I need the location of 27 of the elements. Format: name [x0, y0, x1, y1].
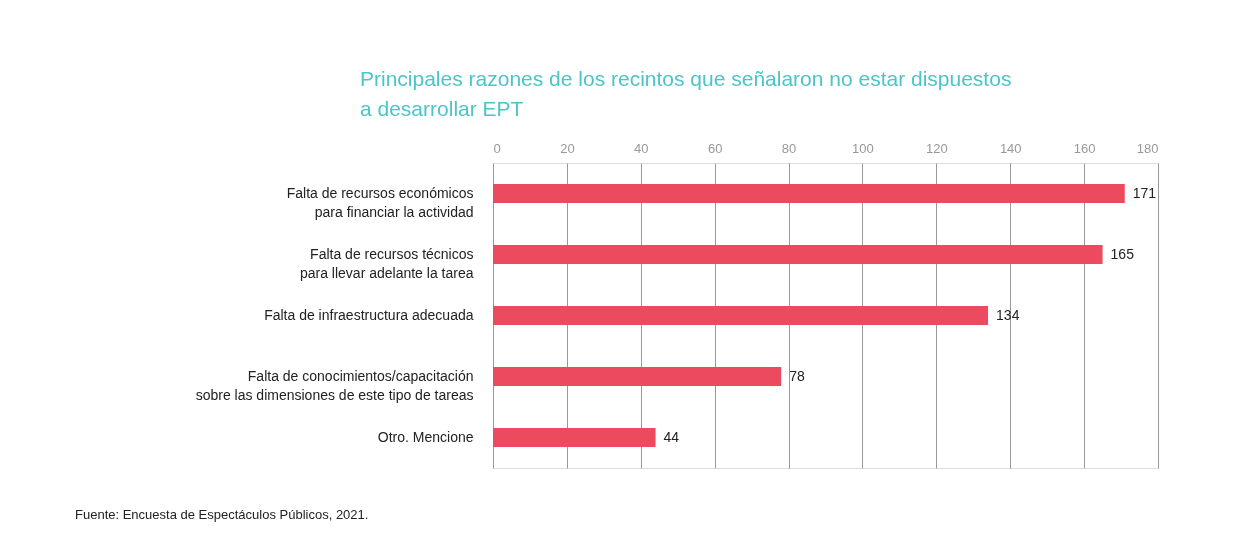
x-tick-label: 160 [1073, 140, 1096, 156]
x-tick-label: 120 [925, 140, 948, 156]
y-tick-label: Falta de recursos económicos para financiar la actividad [286, 184, 474, 220]
data-label: 165 [1110, 245, 1135, 262]
bar [493, 245, 1103, 264]
bar [493, 306, 989, 325]
y-tick-label: Falta de infraestructura adecuada [264, 306, 474, 323]
data-label: 78 [789, 367, 805, 384]
y-tick-label: Falta de conocimientos/capacitación sobre las dimensiones de este tipo de tareas [195, 367, 474, 403]
x-tick-label: 20 [560, 140, 575, 156]
x-tick-label: 100 [852, 140, 874, 156]
x-tick-label: 180 [1136, 140, 1159, 156]
bar [493, 184, 1125, 203]
y-tick-label: Otro. Mencione [377, 428, 474, 445]
source-note: Fuente: Encuesta de Espectáculos Públicos, 2021. [75, 507, 369, 522]
x-tick-label: 140 [999, 140, 1022, 156]
bar [493, 428, 656, 447]
bar [493, 367, 782, 386]
x-tick-label: 60 [707, 140, 723, 156]
data-label: 134 [996, 306, 1020, 323]
chart-title: Principales razones de los recintos que señalaron no estar dispuestos a desarrollar EPT [360, 67, 1012, 120]
x-tick-label: 80 [781, 140, 797, 156]
data-label: 171 [1132, 184, 1157, 201]
x-tick-label: 40 [634, 140, 649, 156]
x-tick-label: 0 [493, 140, 501, 156]
y-tick-label: Falta de recursos técnicos para llevar adelante la tarea [299, 245, 474, 281]
data-label: 44 [663, 428, 680, 445]
